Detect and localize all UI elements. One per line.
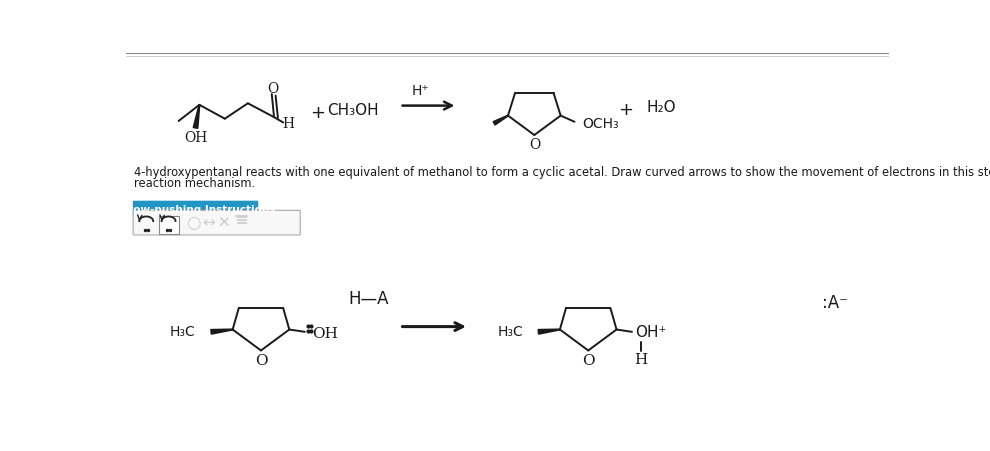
FancyBboxPatch shape: [133, 201, 258, 217]
Text: H⁺: H⁺: [412, 84, 430, 98]
Polygon shape: [211, 329, 233, 334]
Text: +: +: [618, 101, 633, 119]
Text: H₃C: H₃C: [497, 324, 523, 338]
FancyBboxPatch shape: [134, 211, 300, 235]
Text: O: O: [530, 138, 541, 152]
Polygon shape: [539, 329, 560, 334]
Text: ✕: ✕: [217, 215, 230, 230]
Text: OH: OH: [313, 326, 339, 340]
Text: OCH₃: OCH₃: [582, 117, 619, 131]
Text: :A⁻: :A⁻: [822, 293, 847, 311]
Text: H₃C: H₃C: [170, 324, 196, 338]
Text: OH: OH: [184, 131, 207, 145]
Text: O: O: [582, 354, 595, 368]
Text: Arrow-pushing Instructions: Arrow-pushing Instructions: [116, 204, 275, 214]
Text: H₂O: H₂O: [646, 100, 676, 115]
Text: OH⁺: OH⁺: [635, 325, 666, 340]
Text: ↔: ↔: [202, 215, 215, 230]
Text: H—A: H—A: [348, 290, 389, 308]
Polygon shape: [493, 116, 508, 126]
Text: reaction mechanism.: reaction mechanism.: [134, 176, 255, 189]
Text: +: +: [310, 104, 325, 121]
Text: 4-hydroxypentanal reacts with one equivalent of methanol to form a cyclic acetal: 4-hydroxypentanal reacts with one equiva…: [134, 166, 990, 179]
Polygon shape: [193, 106, 200, 129]
Text: O: O: [267, 82, 278, 96]
Text: H: H: [282, 117, 294, 131]
Text: CH₃OH: CH₃OH: [328, 103, 379, 118]
Text: ○: ○: [186, 213, 200, 231]
Text: O: O: [254, 354, 267, 368]
Text: H: H: [635, 352, 647, 366]
Bar: [159, 216, 179, 235]
